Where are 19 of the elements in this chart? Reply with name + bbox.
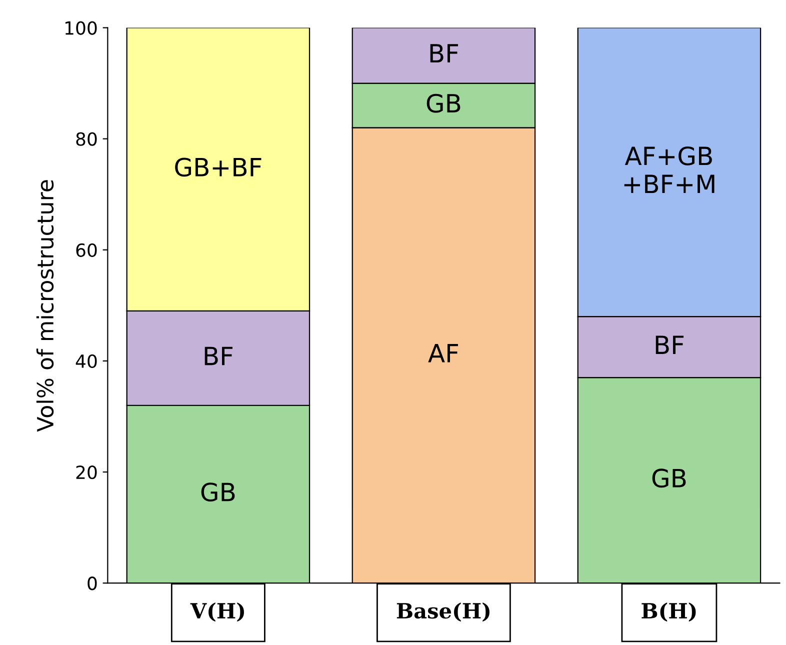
data-label: GB [652, 468, 686, 488]
x-tick-label: Base(H) [396, 602, 490, 622]
y-axis-title: Vol% of microstructure [36, 180, 54, 432]
data-label: GB [201, 482, 235, 502]
data-label: BF [204, 346, 232, 366]
y-tick-label: 0 [88, 576, 97, 590]
y-tick-label: 40 [76, 354, 97, 368]
x-tick-label: B(H) [642, 602, 696, 622]
data-label: BF [430, 44, 458, 62]
y-tick-label: 80 [76, 132, 97, 146]
data-label: AF [428, 344, 458, 362]
x-tick-label: V(H) [190, 602, 244, 622]
y-tick-label: 60 [76, 243, 97, 257]
y-tick-label: 20 [76, 465, 97, 480]
data-label: BF [656, 336, 684, 354]
y-tick-label: 100 [65, 21, 97, 35]
data-label: GB+BF [175, 158, 262, 177]
data-label: AF+GB +BF+M [624, 146, 714, 194]
data-label: GB [426, 94, 460, 113]
